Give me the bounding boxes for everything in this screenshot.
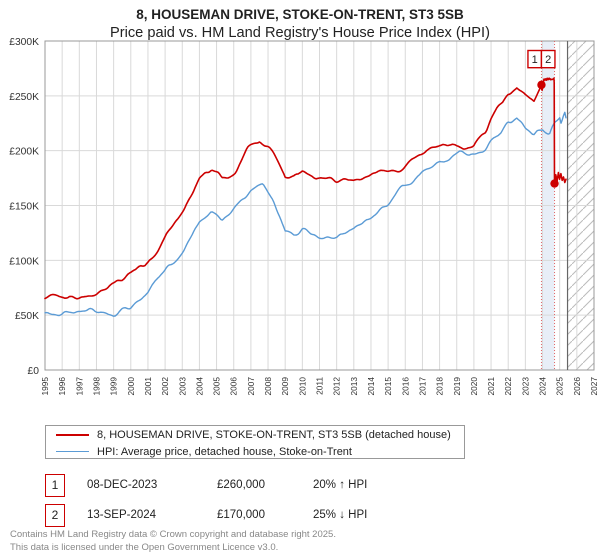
svg-text:2: 2 xyxy=(545,54,551,66)
svg-text:2009: 2009 xyxy=(280,377,290,396)
svg-text:2013: 2013 xyxy=(349,377,359,396)
svg-text:£300K: £300K xyxy=(9,37,39,48)
svg-text:£0: £0 xyxy=(28,366,40,377)
svg-text:2026: 2026 xyxy=(572,377,582,396)
svg-text:£150K: £150K xyxy=(9,202,39,213)
svg-text:2015: 2015 xyxy=(383,377,393,396)
svg-text:1996: 1996 xyxy=(57,377,67,396)
svg-text:2016: 2016 xyxy=(400,377,410,396)
svg-text:2007: 2007 xyxy=(246,377,256,396)
svg-text:2025: 2025 xyxy=(555,377,565,396)
svg-text:2004: 2004 xyxy=(194,377,204,396)
svg-text:2008: 2008 xyxy=(263,377,273,396)
svg-text:2014: 2014 xyxy=(366,377,376,396)
svg-text:1: 1 xyxy=(532,54,538,66)
svg-text:2018: 2018 xyxy=(435,377,445,396)
svg-text:2006: 2006 xyxy=(229,377,239,396)
svg-text:2024: 2024 xyxy=(538,377,548,396)
svg-text:1998: 1998 xyxy=(91,377,101,396)
svg-text:1997: 1997 xyxy=(74,377,84,396)
svg-text:1995: 1995 xyxy=(40,377,50,396)
svg-text:2005: 2005 xyxy=(212,377,222,396)
svg-text:2020: 2020 xyxy=(469,377,479,396)
svg-text:£250K: £250K xyxy=(9,92,39,103)
svg-text:£200K: £200K xyxy=(9,147,39,158)
svg-text:1999: 1999 xyxy=(109,377,119,396)
svg-text:2022: 2022 xyxy=(503,377,513,396)
svg-text:2010: 2010 xyxy=(297,377,307,396)
svg-text:2000: 2000 xyxy=(126,377,136,396)
svg-text:2002: 2002 xyxy=(160,377,170,396)
svg-text:2003: 2003 xyxy=(177,377,187,396)
svg-text:2023: 2023 xyxy=(520,377,530,396)
svg-text:£100K: £100K xyxy=(9,256,39,267)
svg-text:2012: 2012 xyxy=(332,377,342,396)
svg-text:2019: 2019 xyxy=(452,377,462,396)
svg-text:2011: 2011 xyxy=(315,377,325,395)
svg-text:2001: 2001 xyxy=(143,377,153,396)
svg-text:£50K: £50K xyxy=(15,311,39,322)
svg-text:2027: 2027 xyxy=(589,377,599,396)
svg-text:2021: 2021 xyxy=(486,377,496,396)
svg-text:2017: 2017 xyxy=(417,377,427,396)
